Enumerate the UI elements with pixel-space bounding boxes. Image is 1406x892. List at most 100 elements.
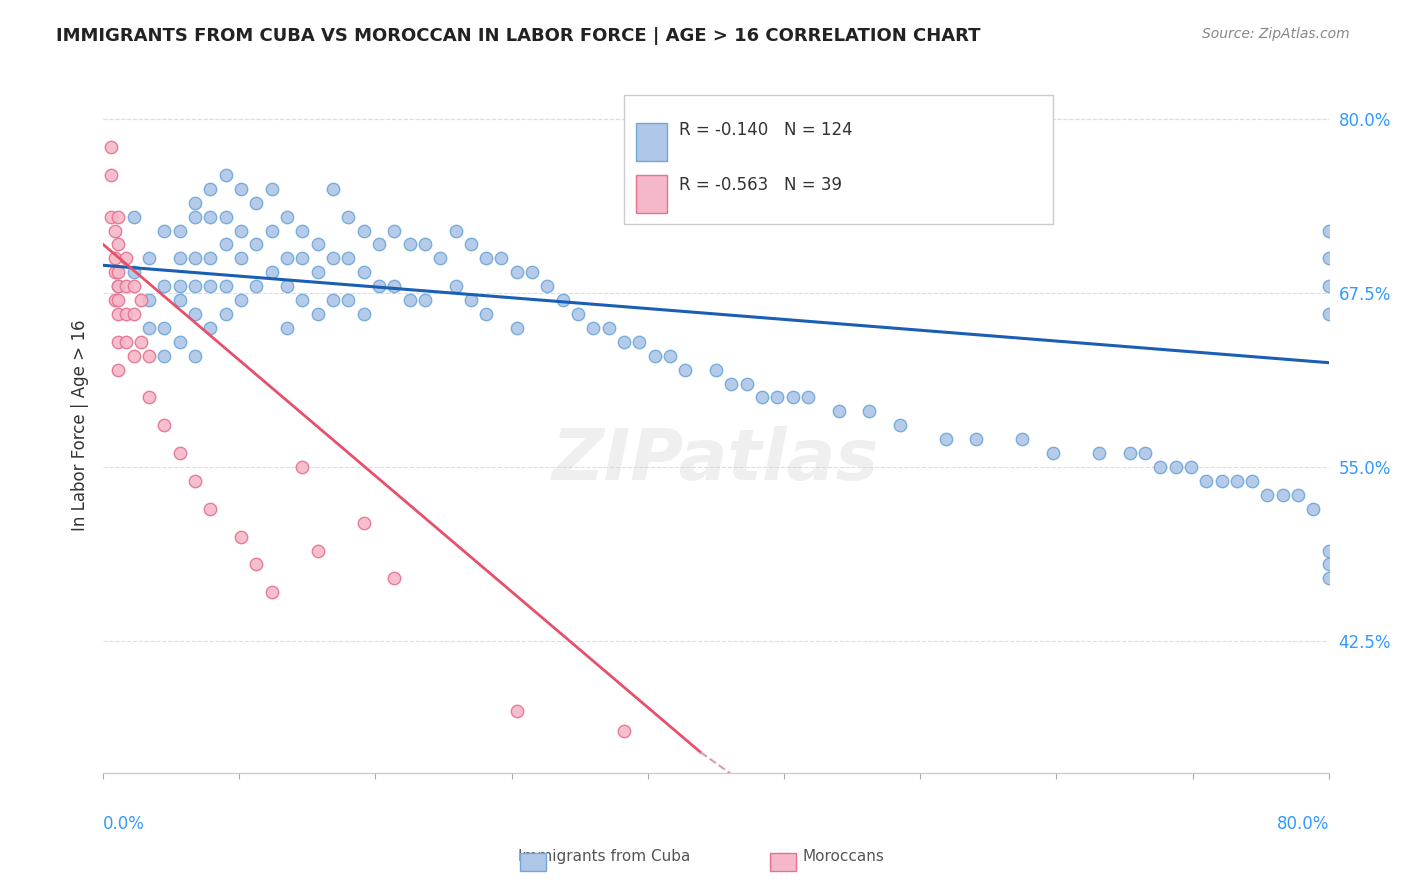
Point	[138, 321, 160, 335]
Point	[506, 704, 529, 718]
Point	[229, 293, 252, 307]
Point	[659, 349, 682, 363]
Point	[260, 223, 283, 237]
Point	[520, 265, 543, 279]
Point	[613, 724, 636, 739]
Point	[491, 252, 513, 266]
Point	[935, 432, 957, 446]
Point	[1271, 488, 1294, 502]
Point	[122, 265, 145, 279]
Point	[122, 279, 145, 293]
Point	[184, 307, 207, 321]
Point	[153, 279, 176, 293]
Point	[413, 293, 436, 307]
Point	[582, 321, 605, 335]
Point	[460, 237, 482, 252]
Point	[1011, 432, 1033, 446]
Point	[215, 307, 238, 321]
Point	[260, 182, 283, 196]
Y-axis label: In Labor Force | Age > 16: In Labor Force | Age > 16	[72, 319, 89, 531]
Point	[644, 349, 666, 363]
Point	[276, 210, 298, 224]
Point	[184, 349, 207, 363]
Point	[1195, 474, 1218, 488]
Point	[200, 321, 222, 335]
Text: 80.0%: 80.0%	[1277, 815, 1329, 833]
Point	[704, 362, 727, 376]
Point	[107, 210, 129, 224]
Point	[100, 168, 122, 182]
Point	[291, 460, 314, 475]
Point	[353, 223, 375, 237]
Point	[291, 252, 314, 266]
Point	[720, 376, 742, 391]
Point	[138, 391, 160, 405]
Point	[307, 307, 329, 321]
Point	[200, 182, 222, 196]
Point	[229, 530, 252, 544]
Point	[475, 307, 498, 321]
Point	[122, 349, 145, 363]
Point	[858, 404, 880, 418]
Point	[260, 585, 283, 599]
Point	[766, 391, 789, 405]
Point	[889, 418, 911, 433]
Point	[1226, 474, 1249, 488]
Point	[1286, 488, 1309, 502]
Point	[100, 140, 122, 154]
Point	[245, 558, 267, 572]
Point	[169, 334, 191, 349]
Text: ZIPatlas: ZIPatlas	[553, 425, 880, 494]
Point	[322, 293, 344, 307]
Point	[200, 279, 222, 293]
Point	[444, 223, 467, 237]
Point	[735, 376, 758, 391]
Point	[138, 252, 160, 266]
Point	[122, 210, 145, 224]
Point	[1317, 571, 1340, 585]
Point	[107, 362, 129, 376]
Point	[169, 223, 191, 237]
Text: Moroccans: Moroccans	[803, 849, 884, 863]
FancyBboxPatch shape	[637, 123, 666, 161]
Point	[1256, 488, 1278, 502]
Point	[1118, 446, 1140, 460]
Point	[506, 321, 529, 335]
Point	[353, 307, 375, 321]
Point	[153, 418, 176, 433]
Point	[506, 265, 529, 279]
Point	[107, 334, 129, 349]
Point	[1164, 460, 1187, 475]
Point	[551, 293, 574, 307]
Point	[276, 279, 298, 293]
Point	[965, 432, 987, 446]
Point	[245, 237, 267, 252]
Point	[628, 334, 651, 349]
Point	[751, 391, 773, 405]
Point	[215, 237, 238, 252]
Point	[598, 321, 620, 335]
Text: Source: ZipAtlas.com: Source: ZipAtlas.com	[1202, 27, 1350, 41]
Point	[1317, 223, 1340, 237]
Point	[307, 265, 329, 279]
Point	[215, 279, 238, 293]
Point	[107, 307, 129, 321]
Point	[1042, 446, 1064, 460]
Point	[184, 252, 207, 266]
Point	[200, 501, 222, 516]
Point	[322, 252, 344, 266]
Point	[1211, 474, 1233, 488]
Point	[337, 210, 360, 224]
Point	[153, 223, 176, 237]
Point	[567, 307, 589, 321]
Point	[169, 279, 191, 293]
Point	[413, 237, 436, 252]
Point	[104, 252, 127, 266]
Point	[229, 223, 252, 237]
Point	[444, 279, 467, 293]
Point	[460, 293, 482, 307]
Point	[382, 279, 405, 293]
Point	[307, 237, 329, 252]
Point	[200, 210, 222, 224]
Text: Immigrants from Cuba: Immigrants from Cuba	[519, 849, 690, 863]
